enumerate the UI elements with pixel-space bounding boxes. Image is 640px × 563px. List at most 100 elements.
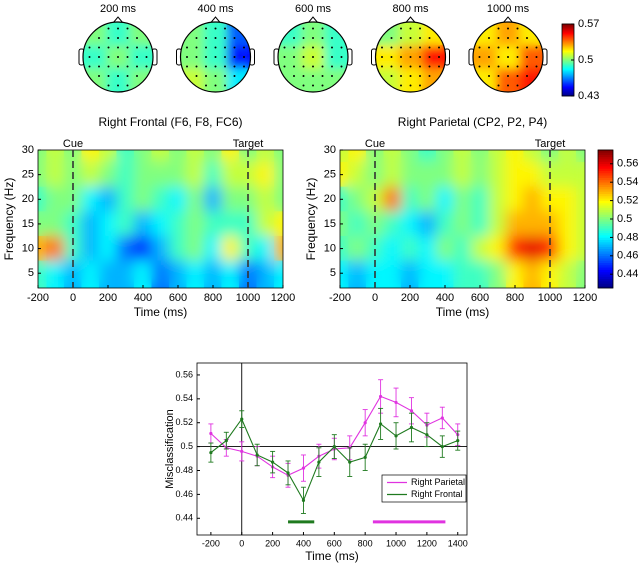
electrode	[107, 56, 110, 58]
heat-cell	[133, 211, 153, 237]
x-tick-label: 800	[506, 292, 524, 304]
colorbar-slice	[598, 163, 613, 167]
heat-cell	[273, 260, 283, 288]
colorbar-slice	[598, 221, 613, 224]
point	[301, 466, 306, 470]
electrode	[381, 65, 383, 68]
electrode	[526, 37, 528, 39]
colorbar-slice	[598, 175, 613, 178]
electrode	[497, 75, 500, 77]
heat-cell	[505, 235, 525, 262]
electrode	[419, 27, 421, 30]
heat-cell	[151, 150, 170, 163]
electrode	[145, 46, 148, 49]
heat-cell	[575, 150, 585, 163]
heat-cell	[133, 162, 153, 188]
electrode	[312, 65, 314, 68]
electrode	[390, 65, 393, 68]
colorbar-slice	[598, 204, 613, 208]
x-tick-label: 800	[358, 538, 373, 548]
y-tick-label: 0.52	[175, 417, 193, 427]
heat-cell	[273, 162, 283, 188]
electrode	[224, 56, 226, 58]
y-tick-label: 0.54	[175, 393, 193, 403]
heat-cell	[523, 186, 542, 212]
colorbar-slice	[598, 152, 613, 155]
electrode	[117, 75, 119, 77]
electrode	[438, 65, 440, 68]
legend-label: Right Parietal	[411, 477, 465, 487]
electrode	[438, 46, 440, 49]
point	[301, 498, 306, 502]
electrode	[205, 75, 207, 77]
electrode	[340, 56, 343, 58]
electrode	[126, 27, 129, 30]
head-outline	[374, 21, 447, 93]
y-tick-label: 20	[22, 193, 34, 205]
electrode	[205, 27, 207, 30]
colorbar-slice	[598, 161, 613, 165]
colorbar-slice	[598, 149, 613, 153]
y-tick-label: 15	[22, 218, 34, 230]
colorbar-slice	[562, 23, 574, 26]
colorbar-slice	[598, 271, 613, 275]
x-tick-label: 600	[471, 292, 489, 304]
heat-cell	[470, 162, 490, 188]
electrode	[497, 56, 500, 58]
heat-cell	[523, 260, 542, 288]
electrode	[243, 56, 245, 58]
electrode	[321, 75, 324, 77]
point	[240, 417, 244, 421]
y-tick-label: 5	[28, 267, 34, 279]
heat-cell	[365, 211, 385, 237]
heat-cell	[203, 186, 223, 212]
y-tick-label: 0.48	[175, 465, 193, 475]
electrode	[145, 65, 148, 68]
map-cell	[324, 45, 348, 69]
electrode	[214, 65, 217, 68]
nose	[210, 16, 221, 24]
point	[440, 445, 444, 449]
colorbar-slice	[562, 84, 574, 87]
electrode	[526, 46, 528, 49]
colorbar-slice	[598, 209, 613, 213]
electrode	[214, 46, 217, 49]
x-tick-label: 1200	[271, 292, 295, 304]
heat-cell	[558, 150, 577, 163]
electrode	[331, 75, 333, 77]
electrode	[507, 75, 509, 77]
heat-cell	[221, 186, 240, 212]
electrode	[478, 56, 481, 58]
point	[209, 450, 213, 455]
x-tick-label: 400	[134, 292, 152, 304]
heat-cell	[435, 150, 455, 163]
heat-cell	[46, 162, 65, 188]
electrode	[186, 46, 188, 49]
electrode	[478, 46, 481, 49]
x-axis-label: Time (ms)	[436, 305, 490, 319]
heat-cell	[238, 235, 258, 262]
electrode	[117, 84, 119, 87]
electrode	[98, 56, 100, 58]
electrode	[293, 75, 295, 77]
colorbar-slice	[562, 40, 574, 43]
colorbar-slice	[598, 198, 613, 201]
nose	[405, 16, 416, 24]
heat-cell	[186, 211, 205, 237]
electrode	[331, 65, 333, 68]
electrode	[419, 65, 421, 68]
heat-cell	[540, 211, 560, 237]
map-title: 600 ms	[295, 3, 332, 15]
electrode	[381, 46, 383, 49]
event-label: Target	[233, 138, 264, 150]
map-cell	[422, 45, 446, 69]
map-cell	[301, 22, 325, 46]
point	[224, 439, 228, 443]
heat-cell	[488, 186, 507, 212]
x-tick-label: 200	[99, 292, 117, 304]
heat-cell	[400, 211, 420, 237]
colorbar-slice	[598, 264, 613, 268]
heat-cell	[575, 235, 585, 262]
colorbar-slice	[562, 28, 574, 31]
colorbar-slice	[598, 186, 613, 190]
